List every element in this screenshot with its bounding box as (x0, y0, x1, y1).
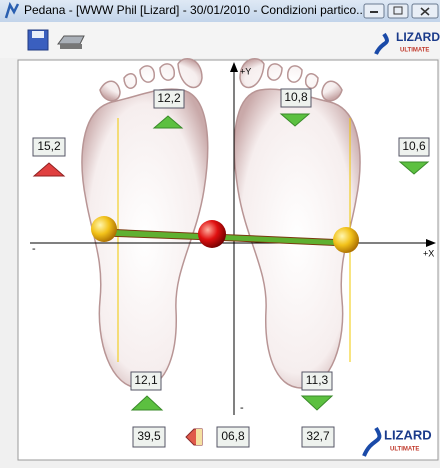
total-value: 06,8 (221, 429, 245, 443)
reading-value: 11,3 (306, 373, 329, 387)
reading-value: 10,8 (284, 90, 308, 104)
global-center-point (198, 220, 226, 248)
print-icon-base (60, 44, 82, 49)
total-value: 32,7 (306, 429, 330, 443)
reading-value: 10,6 (402, 139, 426, 153)
y-positive-label: +Y (240, 66, 251, 76)
minimize-icon (370, 11, 378, 13)
logo-edition: ULTIMATE (390, 447, 419, 453)
platform-panel (18, 60, 438, 460)
logo-edition: ULTIMATE (400, 48, 429, 54)
window-title: Pedana - [WWW Phil [Lizard] - 30/01/2010… (24, 3, 366, 17)
reading-value: 12,2 (157, 91, 181, 105)
left-center-point (91, 216, 117, 242)
logo-name: LIZARD (396, 30, 440, 44)
y-negative-label: - (240, 402, 244, 414)
total-value: 39,5 (137, 429, 161, 443)
right-center-point (333, 227, 359, 253)
save-button[interactable] (28, 30, 48, 50)
reading-value: 12,1 (134, 373, 158, 387)
x-negative-label: - (32, 243, 36, 255)
reading-value: 15,2 (37, 139, 61, 153)
page: Pedana - [WWW Phil [Lizard] - 30/01/2010… (0, 0, 440, 468)
x-positive-label: +X (423, 248, 434, 258)
offset-indicator-side (196, 429, 202, 445)
logo-name: LIZARD (384, 427, 432, 442)
save-icon-label (32, 31, 44, 38)
maximize-button[interactable] (388, 4, 408, 18)
window: Pedana - [WWW Phil [Lizard] - 30/01/2010… (0, 0, 440, 468)
